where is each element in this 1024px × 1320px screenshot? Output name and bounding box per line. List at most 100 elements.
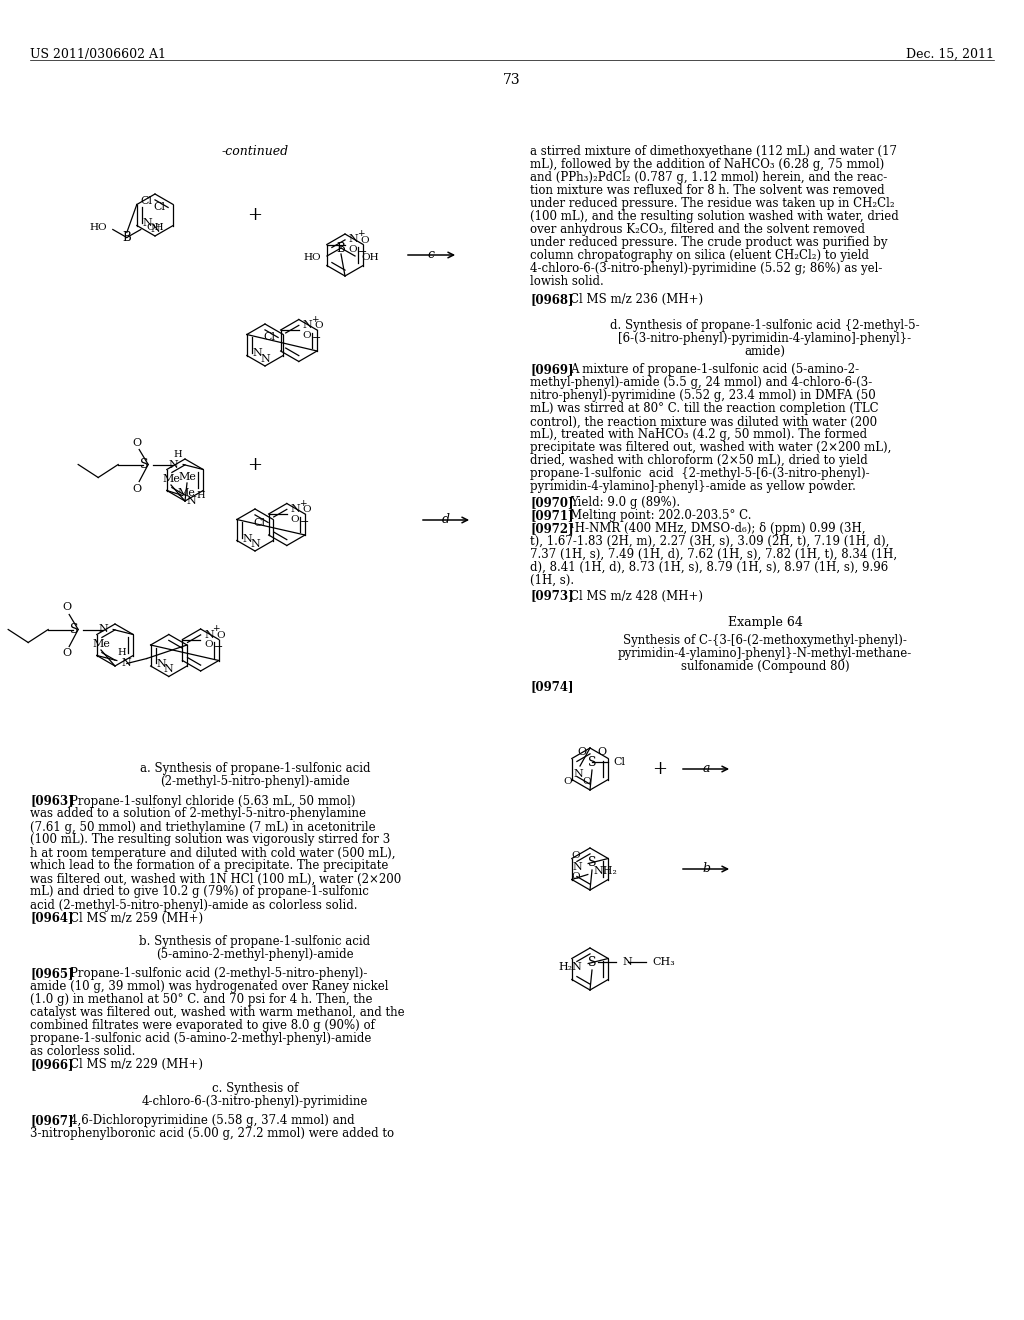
- Text: 4,6-Dichloropyrimidine (5.58 g, 37.4 mmol) and: 4,6-Dichloropyrimidine (5.58 g, 37.4 mmo…: [70, 1114, 354, 1127]
- Text: methyl-phenyl)-amide (5.5 g, 24 mmol) and 4-chloro-6-(3-: methyl-phenyl)-amide (5.5 g, 24 mmol) an…: [530, 376, 872, 389]
- Text: amide): amide): [744, 346, 785, 358]
- Text: Propane-1-sulfonic acid (2-methyl-5-nitro-phenyl)-: Propane-1-sulfonic acid (2-methyl-5-nitr…: [70, 968, 368, 981]
- Text: O: O: [62, 648, 72, 659]
- Text: [0968]: [0968]: [530, 293, 573, 306]
- Text: 3-nitrophenylboronic acid (5.00 g, 27.2 mmol) were added to: 3-nitrophenylboronic acid (5.00 g, 27.2 …: [30, 1127, 394, 1140]
- Text: Cl: Cl: [253, 517, 265, 528]
- Text: −: −: [300, 517, 309, 527]
- Text: which lead to the formation of a precipitate. The precipitate: which lead to the formation of a precipi…: [30, 859, 388, 873]
- Text: S: S: [139, 458, 148, 471]
- Text: d), 8.41 (1H, d), 8.73 (1H, s), 8.79 (1H, s), 8.97 (1H, s), 9.96: d), 8.41 (1H, d), 8.73 (1H, s), 8.79 (1H…: [530, 561, 888, 574]
- Text: under reduced pressure. The residue was taken up in CH₂Cl₂: under reduced pressure. The residue was …: [530, 197, 895, 210]
- Text: over anhydrous K₂CO₃, filtered and the solvent removed: over anhydrous K₂CO₃, filtered and the s…: [530, 223, 865, 236]
- Text: S: S: [588, 755, 596, 768]
- Text: [6-(3-nitro-phenyl)-pyrimidin-4-ylamino]-phenyl}-: [6-(3-nitro-phenyl)-pyrimidin-4-ylamino]…: [618, 333, 911, 346]
- Text: mL), treated with NaHCO₃ (4.2 g, 50 mmol). The formed: mL), treated with NaHCO₃ (4.2 g, 50 mmol…: [530, 429, 867, 441]
- Text: Me: Me: [162, 474, 180, 484]
- Text: [0970]: [0970]: [530, 496, 573, 510]
- Text: −: −: [311, 333, 321, 343]
- Text: -continued: -continued: [221, 145, 289, 158]
- Text: O: O: [349, 246, 357, 253]
- Text: d. Synthesis of propane-1-sulfonic acid {2-methyl-5-: d. Synthesis of propane-1-sulfonic acid …: [610, 319, 920, 333]
- Text: (100 mL), and the resulting solution washed with water, dried: (100 mL), and the resulting solution was…: [530, 210, 899, 223]
- Text: N: N: [168, 459, 178, 470]
- Text: (7.61 g, 50 mmol) and triethylamine (7 mL) in acetonitrile: (7.61 g, 50 mmol) and triethylamine (7 m…: [30, 821, 376, 833]
- Text: S: S: [70, 623, 78, 636]
- Text: H: H: [118, 648, 126, 657]
- Text: Cl: Cl: [613, 756, 625, 767]
- Text: O: O: [360, 236, 370, 246]
- Text: O: O: [314, 322, 324, 330]
- Text: Cl MS m/z 236 (MH+): Cl MS m/z 236 (MH+): [570, 293, 703, 306]
- Text: N: N: [98, 624, 109, 635]
- Text: +: +: [356, 228, 365, 238]
- Text: ¹H-NMR (400 MHz, DMSO-d₆); δ (ppm) 0.99 (3H,: ¹H-NMR (400 MHz, DMSO-d₆); δ (ppm) 0.99 …: [570, 521, 865, 535]
- Text: Propane-1-sulfonyl chloride (5.63 mL, 50 mmol): Propane-1-sulfonyl chloride (5.63 mL, 50…: [70, 795, 355, 808]
- Text: a. Synthesis of propane-1-sulfonic acid: a. Synthesis of propane-1-sulfonic acid: [139, 762, 371, 775]
- Text: H₂N: H₂N: [558, 961, 583, 972]
- Text: h at room temperature and diluted with cold water (500 mL),: h at room temperature and diluted with c…: [30, 846, 395, 859]
- Text: N: N: [253, 348, 262, 359]
- Text: 4-chloro-6-(3-nitro-phenyl)-pyrimidine (5.52 g; 86%) as yel-: 4-chloro-6-(3-nitro-phenyl)-pyrimidine (…: [530, 261, 883, 275]
- Text: (1.0 g) in methanol at 50° C. and 70 psi for 4 h. Then, the: (1.0 g) in methanol at 50° C. and 70 psi…: [30, 994, 373, 1006]
- Text: [0964]: [0964]: [30, 912, 74, 924]
- Text: (1H, s).: (1H, s).: [530, 574, 574, 587]
- Text: O: O: [62, 602, 72, 612]
- Text: [0967]: [0967]: [30, 1114, 74, 1127]
- Text: pyrimidin-4-ylamino]-phenyl}-N-methyl-methane-: pyrimidin-4-ylamino]-phenyl}-N-methyl-me…: [617, 647, 912, 660]
- Text: a stirred mixture of dimethoxyethane (112 mL) and water (17: a stirred mixture of dimethoxyethane (11…: [530, 145, 897, 158]
- Text: mL) was stirred at 80° C. till the reaction completion (TLC: mL) was stirred at 80° C. till the react…: [530, 403, 879, 416]
- Text: Cl MS m/z 229 (MH+): Cl MS m/z 229 (MH+): [70, 1059, 203, 1072]
- Text: [0973]: [0973]: [530, 590, 573, 603]
- Text: O: O: [216, 631, 225, 640]
- Text: Cl: Cl: [141, 197, 153, 206]
- Text: CH₃: CH₃: [652, 957, 675, 968]
- Text: N: N: [250, 539, 260, 549]
- Text: dried, washed with chloroform (2×50 mL), dried to yield: dried, washed with chloroform (2×50 mL),…: [530, 454, 867, 467]
- Text: Cl MS m/z 259 (MH+): Cl MS m/z 259 (MH+): [70, 912, 203, 924]
- Text: Dec. 15, 2011: Dec. 15, 2011: [906, 48, 994, 61]
- Text: amide (10 g, 39 mmol) was hydrogenated over Raney nickel: amide (10 g, 39 mmol) was hydrogenated o…: [30, 981, 388, 994]
- Text: N: N: [243, 533, 253, 544]
- Text: 73: 73: [503, 73, 521, 87]
- Text: precipitate was filtered out, washed with water (2×200 mL),: precipitate was filtered out, washed wit…: [530, 441, 891, 454]
- Text: propane-1-sulfonic acid (5-amino-2-methyl-phenyl)-amide: propane-1-sulfonic acid (5-amino-2-methy…: [30, 1032, 372, 1045]
- Text: O: O: [133, 483, 141, 494]
- Text: Cl: Cl: [263, 333, 275, 342]
- Text: N: N: [205, 630, 214, 639]
- Text: S: S: [588, 956, 596, 969]
- Text: nitro-phenyl)-pyrimidine (5.52 g, 23.4 mmol) in DMFA (50: nitro-phenyl)-pyrimidine (5.52 g, 23.4 m…: [530, 389, 876, 403]
- Text: O: O: [303, 506, 311, 515]
- Text: as colorless solid.: as colorless solid.: [30, 1045, 135, 1059]
- Text: lowish solid.: lowish solid.: [530, 275, 604, 288]
- Text: (100 mL). The resulting solution was vigorously stirred for 3: (100 mL). The resulting solution was vig…: [30, 833, 390, 846]
- Text: N: N: [291, 504, 300, 513]
- Text: b. Synthesis of propane-1-sulfonic acid: b. Synthesis of propane-1-sulfonic acid: [139, 935, 371, 948]
- Text: Me: Me: [177, 488, 196, 499]
- Text: tion mixture was refluxed for 8 h. The solvent was removed: tion mixture was refluxed for 8 h. The s…: [530, 183, 885, 197]
- Text: N: N: [349, 235, 358, 244]
- Text: pyrimidin-4-ylamino]-phenyl}-amide as yellow powder.: pyrimidin-4-ylamino]-phenyl}-amide as ye…: [530, 480, 856, 494]
- Text: catalyst was filtered out, washed with warm methanol, and the: catalyst was filtered out, washed with w…: [30, 1006, 404, 1019]
- Text: under reduced pressure. The crude product was purified by: under reduced pressure. The crude produc…: [530, 236, 888, 249]
- Text: −: −: [357, 248, 368, 257]
- Text: −: −: [213, 643, 223, 652]
- Text: N: N: [303, 319, 312, 330]
- Text: 7.37 (1H, s), 7.49 (1H, d), 7.62 (1H, s), 7.82 (1H, t), 8.34 (1H,: 7.37 (1H, s), 7.49 (1H, d), 7.62 (1H, s)…: [530, 548, 897, 561]
- Text: N: N: [157, 659, 166, 669]
- Text: (5-amino-2-methyl-phenyl)-amide: (5-amino-2-methyl-phenyl)-amide: [157, 948, 354, 961]
- Text: d: d: [442, 513, 450, 525]
- Text: column chropatography on silica (eluent CH₂Cl₂) to yield: column chropatography on silica (eluent …: [530, 249, 869, 261]
- Text: [0974]: [0974]: [530, 681, 573, 693]
- Text: N: N: [122, 659, 131, 668]
- Text: N: N: [573, 770, 583, 779]
- Text: O: O: [205, 640, 213, 649]
- Text: +: +: [248, 455, 262, 474]
- Text: c: c: [427, 248, 434, 261]
- Text: 4-chloro-6-(3-nitro-phenyl)-pyrimidine: 4-chloro-6-(3-nitro-phenyl)-pyrimidine: [141, 1094, 369, 1107]
- Text: O: O: [563, 776, 572, 785]
- Text: N: N: [186, 495, 197, 506]
- Text: Me: Me: [178, 473, 196, 482]
- Text: N: N: [622, 957, 632, 968]
- Text: t), 1.67-1.83 (2H, m), 2.27 (3H, s), 3.09 (2H, t), 7.19 (1H, d),: t), 1.67-1.83 (2H, m), 2.27 (3H, s), 3.0…: [530, 535, 890, 548]
